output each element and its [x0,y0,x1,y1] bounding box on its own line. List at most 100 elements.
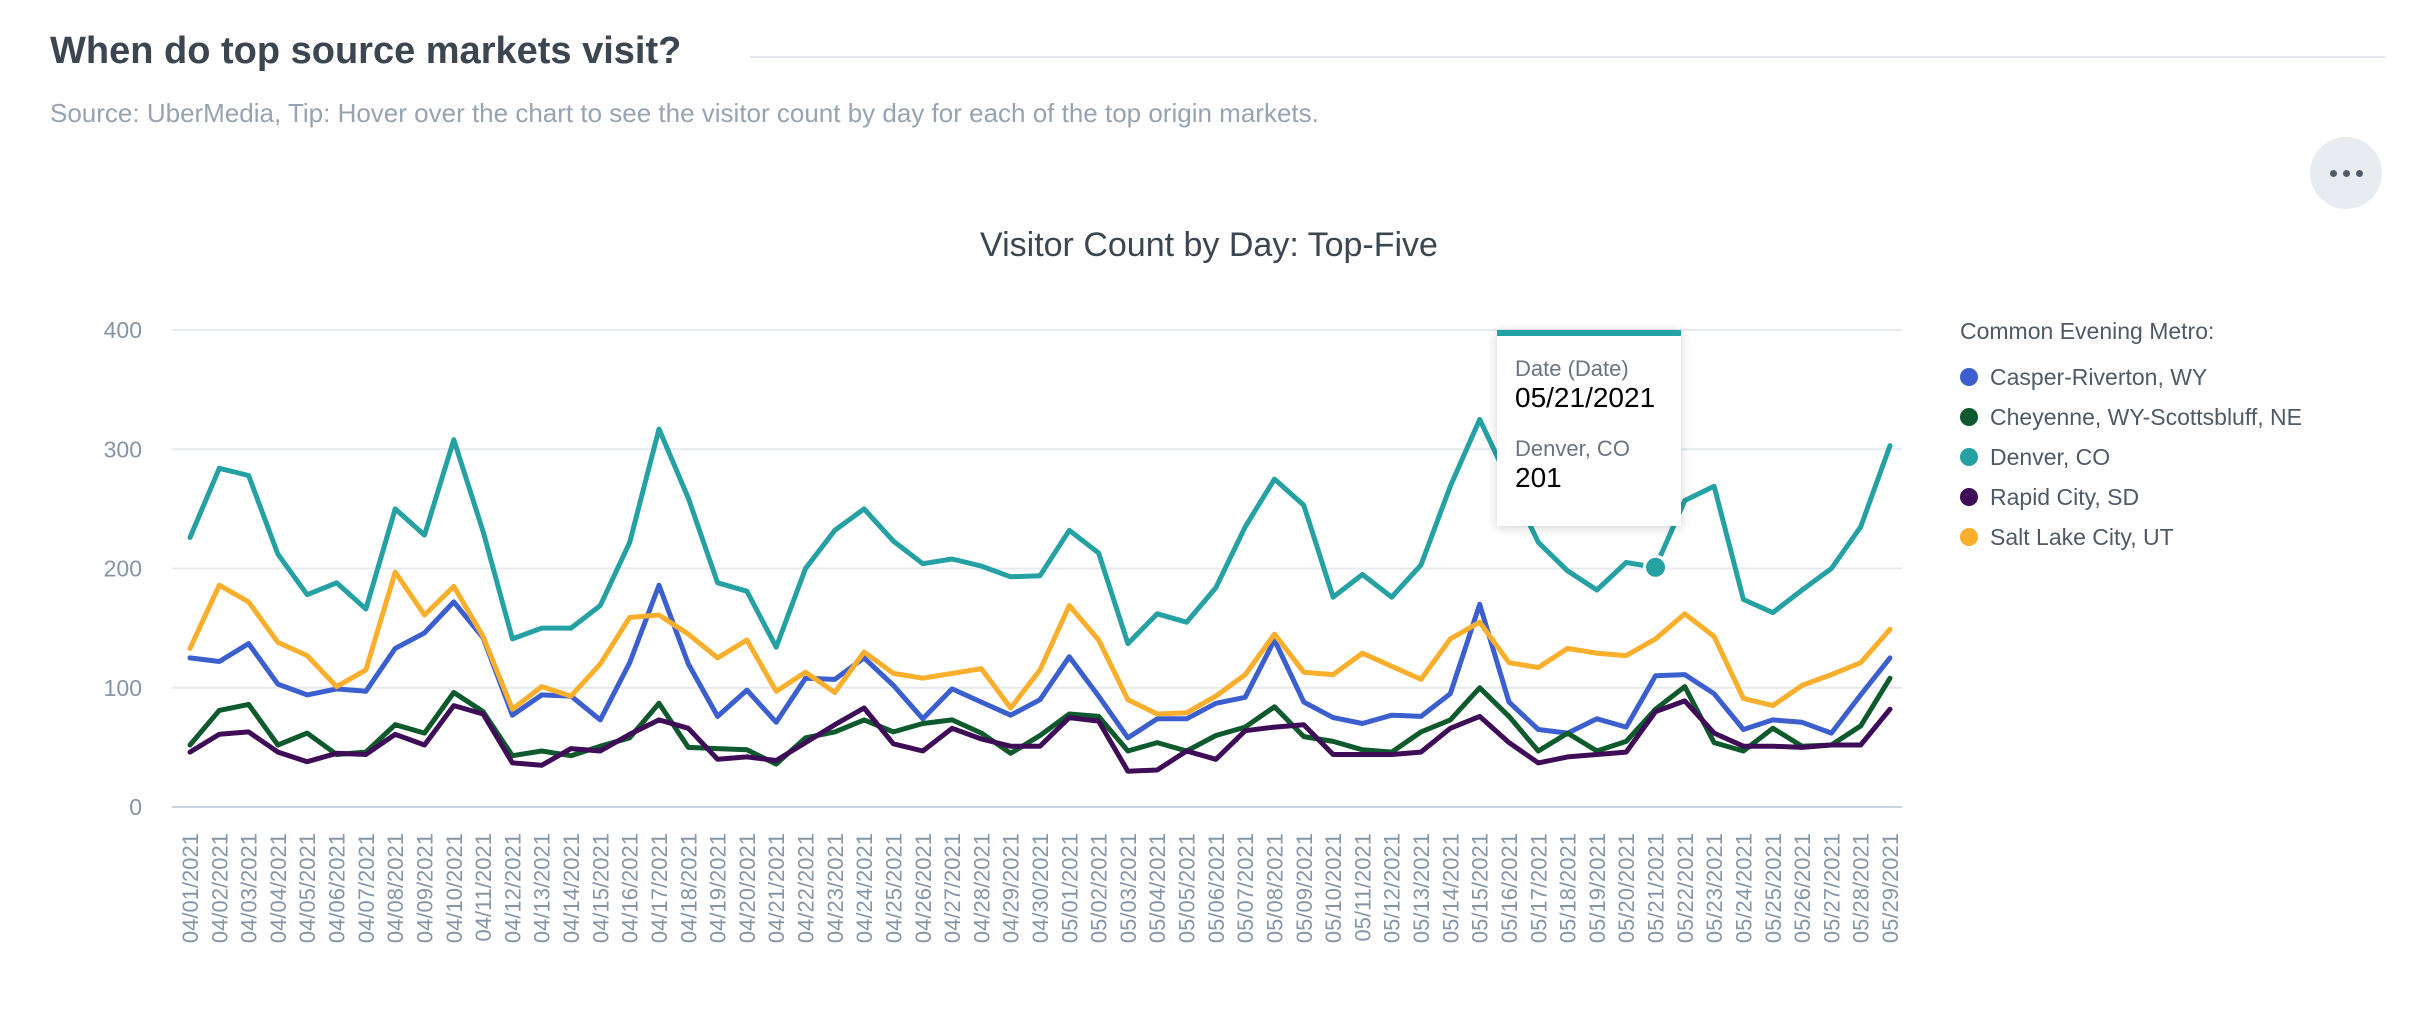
legend-label: Cheyenne, WY-Scottsbluff, NE [1990,403,2302,430]
x-tick-label: 05/19/2021 [1585,833,1610,943]
x-tick-label: 04/30/2021 [1028,833,1053,943]
legend-dot-icon [1960,368,1978,386]
x-tick-label: 04/23/2021 [823,833,848,943]
legend-dot-icon [1960,488,1978,506]
x-tick-label: 05/03/2021 [1116,833,1141,943]
x-tick-label: 05/05/2021 [1175,833,1200,943]
x-tick-label: 05/08/2021 [1262,833,1287,943]
series-line[interactable] [187,698,1893,774]
x-tick-label: 05/06/2021 [1204,833,1229,943]
x-tick-label: 05/21/2021 [1644,833,1669,943]
x-tick-label: 05/10/2021 [1321,833,1346,943]
x-tick-label: 04/11/2021 [471,833,496,941]
y-tick-label: 300 [104,436,142,462]
x-tick-label: 04/04/2021 [266,833,291,943]
legend-dot-icon [1960,408,1978,426]
x-tick-label: 05/25/2021 [1761,833,1786,943]
legend-label: Rapid City, SD [1990,483,2140,510]
x-tick-label: 05/17/2021 [1526,833,1551,943]
x-tick-label: 04/01/2021 [178,833,203,943]
page-title: When do top source markets visit? [50,30,682,72]
x-tick-label: 04/05/2021 [295,833,320,943]
x-tick-label: 04/22/2021 [794,833,819,943]
title-divider [750,56,2385,58]
tooltip-date-label: Date (Date) [1515,356,1629,381]
series-line[interactable] [187,582,1893,741]
x-tick-label: 05/20/2021 [1614,833,1639,943]
x-tick-label: 04/07/2021 [354,833,379,943]
legend-label: Casper-Riverton, WY [1990,363,2208,390]
x-tick-label: 05/02/2021 [1087,833,1112,943]
x-tick-label: 04/02/2021 [207,833,232,943]
legend-label: Salt Lake City, UT [1990,523,2174,550]
x-tick-label: 04/24/2021 [852,833,877,943]
x-tick-label: 04/03/2021 [237,833,262,943]
more-options-button[interactable] [2310,137,2382,209]
y-tick-label: 100 [104,675,142,701]
x-tick-label: 04/21/2021 [764,833,789,943]
x-tick-label: 04/29/2021 [999,833,1024,943]
tooltip-series-value: 201 [1515,462,1562,493]
x-tick-label: 05/18/2021 [1556,833,1581,943]
x-tick-label: 05/09/2021 [1292,833,1317,943]
x-tick-label: 05/01/2021 [1057,833,1082,943]
x-tick-label: 04/13/2021 [530,833,555,943]
x-tick-label: 05/23/2021 [1702,833,1727,943]
legend-item[interactable]: Cheyenne, WY-Scottsbluff, NE [1960,397,2302,437]
legend-item[interactable]: Rapid City, SD [1960,477,2302,517]
x-tick-label: 04/08/2021 [383,833,408,943]
x-tick-label: 05/22/2021 [1673,833,1698,943]
x-tick-label: 05/13/2021 [1409,833,1434,943]
x-tick-label: 04/16/2021 [618,833,643,943]
x-tick-label: 05/12/2021 [1380,833,1405,943]
x-tick-label: 04/14/2021 [559,833,584,943]
x-tick-label: 05/11/2021 [1350,833,1375,941]
x-tick-label: 05/24/2021 [1731,833,1756,943]
x-tick-label: 05/16/2021 [1497,833,1522,943]
x-tick-label: 05/07/2021 [1233,833,1258,943]
x-tick-label: 04/19/2021 [706,833,731,943]
x-tick-label: 04/25/2021 [881,833,906,943]
y-tick-label: 400 [104,317,142,343]
tooltip-date-value: 05/21/2021 [1515,382,1656,413]
x-tick-label: 05/29/2021 [1878,833,1903,943]
x-tick-label: 05/04/2021 [1145,833,1170,943]
legend: Common Evening Metro: Casper-Riverton, W… [1960,318,2302,557]
x-tick-label: 04/17/2021 [647,833,672,943]
legend-dot-icon [1960,528,1978,546]
more-dots-icon [2329,169,2337,177]
x-tick-label: 04/26/2021 [911,833,936,943]
x-tick-label: 04/10/2021 [442,833,467,943]
x-tick-label: 04/18/2021 [676,833,701,943]
tooltip-series-label: Denver, CO [1515,436,1630,461]
series-line[interactable] [187,416,1893,650]
y-tick-label: 0 [129,794,142,820]
legend-title: Common Evening Metro: [1960,318,2215,344]
more-dot [2355,169,2363,177]
x-tick-label: 04/27/2021 [940,833,965,943]
x-tick-label: 04/15/2021 [588,833,613,943]
chart-title: Visitor Count by Day: Top-Five [980,226,1438,264]
legend-dot-icon [1960,448,1978,466]
x-tick-label: 05/28/2021 [1849,833,1874,943]
x-tick-label: 05/14/2021 [1438,833,1463,943]
x-tick-label: 04/09/2021 [412,833,437,943]
series-line[interactable] [187,675,1893,767]
more-dot [2342,169,2350,177]
x-tick-label: 04/12/2021 [500,833,525,943]
y-tick-label: 200 [104,556,142,582]
chart-tooltip: Date (Date) 05/21/2021 Denver, CO 201 [1497,330,1681,526]
x-tick-label: 04/20/2021 [735,833,760,943]
x-tick-label: 04/06/2021 [325,833,350,943]
x-tick-label: 04/28/2021 [969,833,994,943]
legend-label: Denver, CO [1990,443,2111,470]
x-tick-label: 05/15/2021 [1468,833,1493,943]
legend-item[interactable]: Salt Lake City, UT [1960,517,2302,557]
series-line[interactable] [187,569,1893,717]
legend-item[interactable]: Casper-Riverton, WY [1960,357,2302,397]
highlighted-point[interactable] [1643,554,1669,580]
x-tick-label: 05/27/2021 [1819,833,1844,943]
legend-item[interactable]: Denver, CO [1960,437,2302,477]
page-subtitle: Source: UberMedia, Tip: Hover over the c… [50,98,1319,128]
